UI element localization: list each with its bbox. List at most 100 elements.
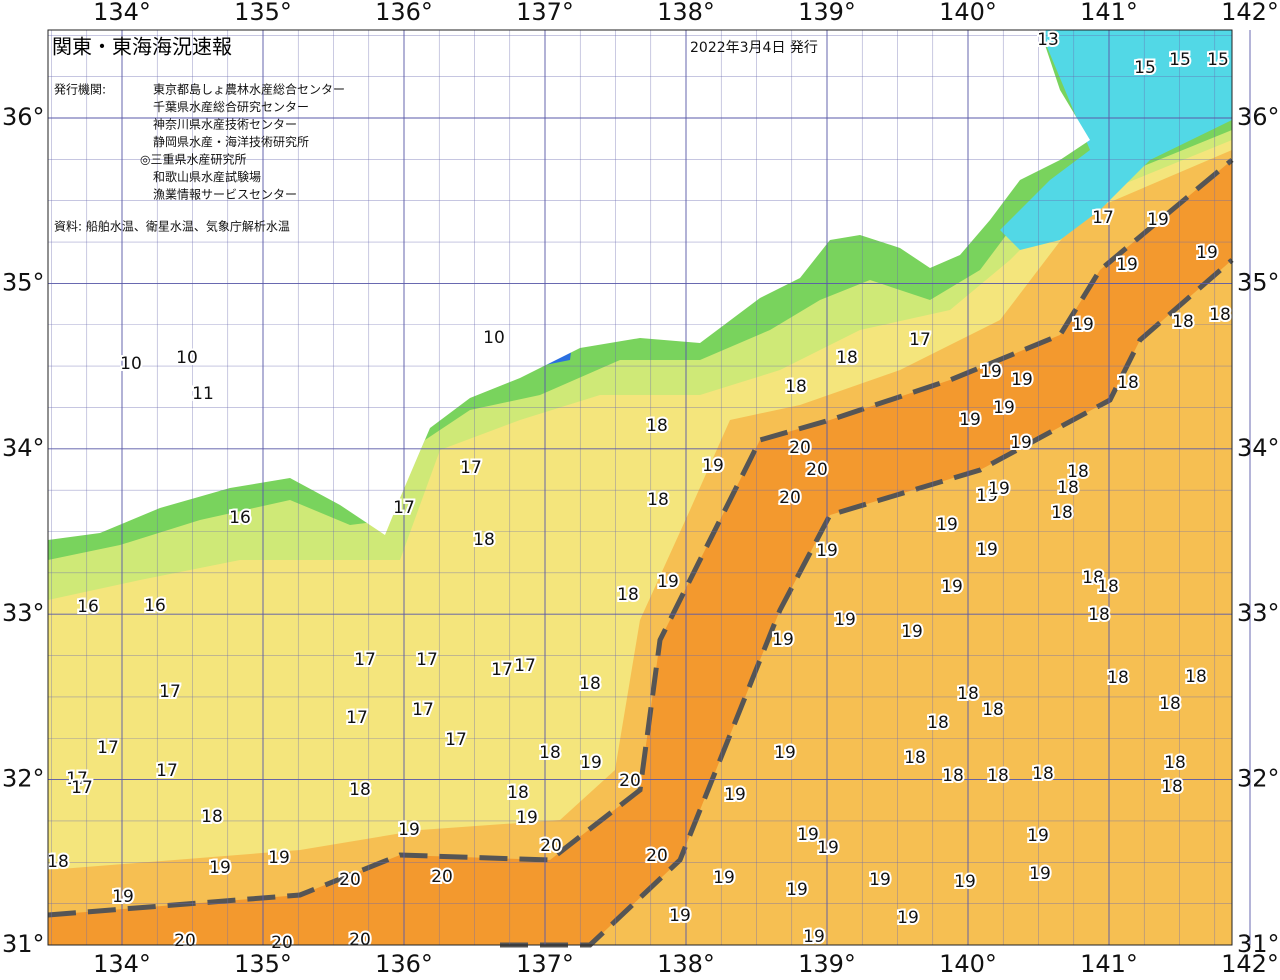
contour-label: 19 [268,848,290,868]
contour-label: 19 [941,577,963,597]
map-frame [47,29,1233,946]
header-box [48,30,460,270]
lon-tick-label: 135° [234,0,292,26]
lat-tick-label: 34° [2,434,45,462]
publisher: 東京都島しょ農林水産総合センター [153,82,345,97]
contour-label: 20 [779,488,801,508]
contour-label: 18 [1117,373,1139,393]
contour-label: 19 [976,540,998,560]
contour-label: 18 [47,852,69,872]
contour-label: 19 [774,743,796,763]
contour-label: 19 [786,880,808,900]
lon-tick-label: 137° [516,950,574,978]
contour-label: 18 [201,807,223,827]
contour-label: 18 [1107,668,1129,688]
contour-label: 17 [460,458,482,478]
lon-tick-label: 139° [798,950,856,978]
contour-label: 18 [982,700,1004,720]
lon-tick-label: 138° [657,950,715,978]
contour-label: 17 [412,700,434,720]
contour-label: 17 [445,730,467,750]
kuroshio-north-edge [47,158,1234,918]
contour-label: 18 [539,743,561,763]
lon-tick-label: 138° [657,0,715,26]
contour-label: 15 [1207,50,1229,70]
contour-label: 18 [1082,568,1104,588]
contour-label: 19 [713,868,735,888]
contour-label: 10 [483,328,505,348]
contour-label: 18 [507,783,529,803]
lon-tick-label: 140° [939,0,997,26]
contour-label: 18 [1164,753,1186,773]
publisher: 静岡県水産・海洋技術研究所 [153,134,309,149]
lon-tick-label: 135° [234,950,292,978]
contour-label: 18 [1057,478,1079,498]
contour-label: 19 [1027,826,1049,846]
publisher: 神奈川県水産技術センター [153,117,297,132]
contour-label: 20 [349,930,371,950]
contour-label: 17 [346,708,368,728]
contour-label: 20 [646,846,668,866]
contour-label: 20 [806,460,828,480]
contour-label: 19 [797,825,819,845]
lat-tick-label: 36° [2,103,45,131]
lat-tick-label: 31° [2,930,45,958]
contour-label: 18 [646,416,668,436]
map-title: 関東・東海海況速報 [52,35,232,59]
contour-label: 19 [657,572,679,592]
lon-tick-label: 139° [798,0,856,26]
lon-tick-label: 134° [93,950,151,978]
contour-label: 17 [159,682,181,702]
lat-tick-label: 33° [1237,599,1280,627]
contour-label: 20 [789,438,811,458]
contour-label: 18 [1088,605,1110,625]
data-source: 資料: 船舶水温、衛星水温、気象庁解析水温 [54,219,290,234]
warm-water [48,150,1232,945]
contour-label: 17 [491,660,513,680]
lon-tick-label: 141° [1080,950,1138,978]
contour-label: 18 [1051,503,1073,523]
publisher-label: 発行機関: [54,82,106,97]
contour-label: 19 [702,456,724,476]
contour-label: 18 [349,780,371,800]
contour-label: 19 [580,753,602,773]
land [48,350,150,420]
lat-tick-label: 33° [2,599,45,627]
contour-label: 18 [987,766,1009,786]
contour-label: 18 [579,674,601,694]
contour-label: 13 [1037,30,1059,50]
contour-label: 17 [416,650,438,670]
contour-label: 19 [1010,433,1032,453]
contour-label: 18 [473,530,495,550]
contour-label: 18 [1032,764,1054,784]
contour-label: 19 [1147,210,1169,230]
lon-tick-label: 140° [939,950,997,978]
contour-label: 17 [66,769,88,789]
contour-label: 18 [1161,777,1183,797]
contour-label: 19 [993,398,1015,418]
contour-label: 18 [1159,694,1181,714]
contour-label: 18 [647,490,669,510]
contour-label: 18 [1067,462,1089,482]
contour-label: 18 [836,348,858,368]
northeast-cold [1000,30,1232,250]
contour-label: 18 [942,766,964,786]
lat-tick-label: 32° [1237,765,1280,793]
contour-label: 20 [339,870,361,890]
contour-label: 17 [354,650,376,670]
contour-label: 10 [176,348,198,368]
kuroshio-south-edge [500,258,1234,948]
lat-tick-label: 36° [1237,103,1280,131]
contour-label: 18 [1097,577,1119,597]
graticule [48,30,1251,946]
contour-label: 20 [619,771,641,791]
contour-label: 20 [431,867,453,887]
contour-label: 19 [959,410,981,430]
publisher: 千葉県水産総合研究センター [153,99,309,114]
contour-label: 17 [514,656,536,676]
current-axis [47,158,1234,948]
contour-label: 19 [1029,864,1051,884]
contour-label: 19 [516,808,538,828]
contour-label: 19 [209,858,231,878]
publisher: ◎三重県水産研究所 [140,152,246,167]
